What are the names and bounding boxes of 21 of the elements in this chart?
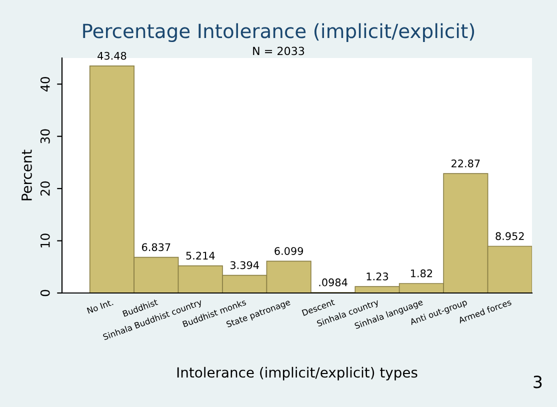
y-tick-label: 30 xyxy=(40,129,50,144)
y-tick-label: 20 xyxy=(40,181,50,196)
y-tick-label: 10 xyxy=(40,234,50,248)
data-label: 5.214 xyxy=(186,252,215,260)
x-axis-title: Intolerance (implicit/explicit) types xyxy=(177,366,418,380)
data-label: 1.23 xyxy=(366,272,388,280)
data-label: 8.952 xyxy=(496,232,524,240)
y-axis-title: Percent xyxy=(22,150,32,200)
text: 3 xyxy=(534,376,542,388)
data-label: 22.87 xyxy=(452,160,480,168)
chart-title: Percentage Intolerance (implicit/explicit) xyxy=(83,23,474,42)
data-label: .0984 xyxy=(319,278,348,286)
data-label: 6.099 xyxy=(274,247,303,255)
chart-subtitle: N = 2033 xyxy=(253,46,304,56)
data-label: 6.837 xyxy=(142,243,170,252)
x-tick-label: No Int. xyxy=(86,299,114,314)
data-label: 1.82 xyxy=(411,269,432,278)
y-tick-label: 40 xyxy=(40,76,50,92)
data-label: 3.394 xyxy=(230,261,259,270)
y-tick-label: 0 xyxy=(40,290,50,296)
data-label: 43.48 xyxy=(98,52,126,60)
